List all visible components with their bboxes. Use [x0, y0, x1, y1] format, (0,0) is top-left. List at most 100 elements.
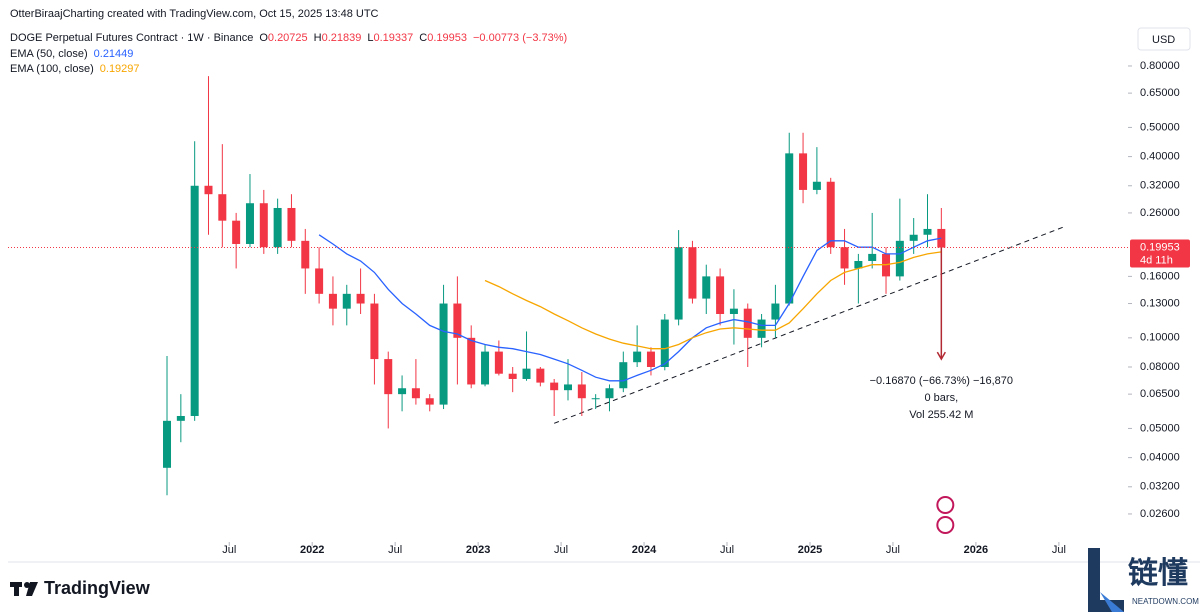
- candle-body: [826, 181, 835, 248]
- x-tick-label: 2025: [798, 544, 822, 556]
- ema-legend: EMA (50, close) 0.21449: [10, 48, 133, 60]
- x-tick-label: Jul: [554, 544, 568, 556]
- candle-body: [702, 276, 711, 299]
- measure-label: Vol 255.42 M: [909, 409, 973, 421]
- symbol: DOGE Perpetual Futures Contract · 1W · B…: [10, 32, 253, 44]
- candle-body: [190, 185, 199, 416]
- y-tick-label: 0.16000: [1140, 270, 1180, 282]
- y-tick-label: 0.80000: [1140, 60, 1180, 72]
- candle-body: [273, 207, 282, 248]
- measure-label: −0.16870 (−66.73%) −16,870: [870, 375, 1013, 387]
- candle-body: [494, 351, 503, 374]
- watermark: [1088, 548, 1124, 612]
- ema-line: [318, 234, 942, 382]
- price-label: 0.19953: [1140, 241, 1180, 253]
- candle-body: [550, 382, 559, 391]
- price-badge: [1130, 239, 1190, 268]
- candle-body: [508, 373, 517, 379]
- candle-body: [411, 388, 420, 399]
- candle-body: [301, 240, 310, 269]
- candle-body: [384, 359, 393, 395]
- candle-body: [453, 303, 462, 338]
- candle-body: [812, 181, 821, 190]
- ohlc-label: O: [259, 32, 268, 44]
- brand: TradingView: [44, 578, 151, 598]
- candle-body: [328, 293, 337, 309]
- candle-body: [840, 247, 849, 269]
- candle-body: [868, 253, 877, 261]
- price-axis: [1128, 0, 1200, 562]
- candle-body: [591, 398, 600, 400]
- logo: [10, 582, 38, 596]
- y-tick-label: 0.06500: [1140, 388, 1180, 400]
- candle-body: [232, 220, 241, 244]
- candle-body: [937, 228, 946, 248]
- trendline: [553, 225, 1066, 424]
- ema-legend: EMA (100, close) 0.19297: [10, 63, 140, 75]
- ema-name: EMA (50, close): [10, 48, 88, 60]
- candle-body: [716, 276, 725, 314]
- y-tick-label: 0.03200: [1140, 481, 1180, 493]
- currency: USD: [1152, 34, 1175, 46]
- currency-box[interactable]: [1137, 27, 1191, 51]
- x-tick-label: 2026: [964, 544, 988, 556]
- ema-line: [484, 251, 942, 350]
- change: −0.00773 (−3.73%): [473, 32, 567, 44]
- y-tick-label: 0.65000: [1140, 87, 1180, 99]
- measure-head: [936, 351, 946, 361]
- candle-body: [854, 260, 863, 269]
- candle-body: [218, 194, 227, 221]
- candle-body: [771, 303, 780, 320]
- symbol-legend: DOGE Perpetual Futures Contract · 1W · B…: [10, 32, 567, 44]
- event-icon: [936, 516, 955, 534]
- candle-body: [425, 398, 434, 405]
- ema-value: 0.19297: [100, 63, 140, 75]
- candle-body: [481, 351, 490, 385]
- candle-body: [315, 268, 324, 294]
- candle-body: [757, 319, 766, 338]
- candle-body: [619, 362, 628, 389]
- candle-body: [605, 388, 614, 399]
- candle-body: [743, 308, 752, 338]
- candle-body: [370, 303, 379, 360]
- candle-body: [785, 153, 794, 304]
- x-tick-label: Jul: [720, 544, 734, 556]
- x-tick-label: 2024: [632, 544, 657, 556]
- candle-body: [688, 247, 697, 299]
- y-tick-label: 0.02600: [1140, 508, 1180, 520]
- y-tick-label: 0.05000: [1140, 422, 1180, 434]
- candle-body: [564, 384, 572, 391]
- candle-body: [163, 420, 172, 468]
- ohlc-value: 0.19953: [427, 32, 467, 44]
- ohlc-label: L: [367, 32, 373, 44]
- candle-body: [398, 388, 407, 395]
- candle-body: [799, 153, 808, 190]
- ohlc-value: 0.21839: [322, 32, 362, 44]
- candle-body: [729, 308, 738, 314]
- countdown: 4d 11h: [1140, 254, 1173, 266]
- y-tick-label: 0.08000: [1140, 361, 1180, 373]
- candle-body: [909, 234, 918, 241]
- candle-body: [245, 203, 254, 244]
- y-tick-label: 0.13000: [1140, 297, 1180, 309]
- candle-body: [895, 240, 904, 277]
- event-icon: [936, 496, 955, 514]
- credit: OtterBiraajCharting created with Trading…: [10, 8, 379, 20]
- x-tick-label: Jul: [886, 544, 900, 556]
- watermark-sub: NEATDOWN.COM: [1132, 597, 1199, 606]
- watermark-text: 链懂: [1128, 556, 1188, 590]
- ohlc-label: H: [314, 32, 322, 44]
- candle-body: [176, 415, 185, 421]
- x-tick-label: Jul: [388, 544, 402, 556]
- y-tick-label: 0.10000: [1140, 332, 1180, 344]
- candle-body: [660, 319, 669, 367]
- x-tick-label: 2023: [466, 544, 490, 556]
- y-tick-label: 0.50000: [1140, 121, 1180, 133]
- candle-body: [522, 368, 531, 379]
- y-tick-label: 0.40000: [1140, 151, 1180, 163]
- candle-body: [923, 228, 932, 235]
- ema-value: 0.21449: [94, 48, 134, 60]
- candle-body: [259, 203, 268, 248]
